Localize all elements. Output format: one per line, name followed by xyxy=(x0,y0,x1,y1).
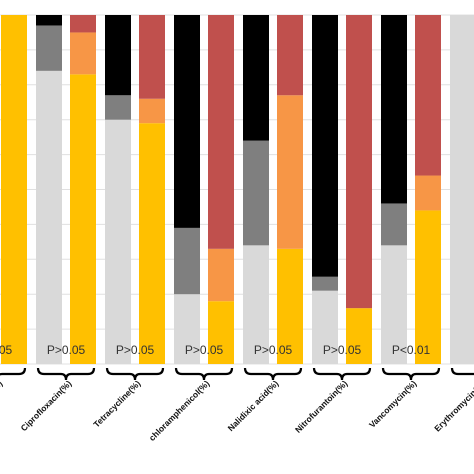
bar-segment xyxy=(346,308,372,364)
bar-segment xyxy=(36,25,62,71)
group-brace xyxy=(174,367,234,381)
p-value-label: >0.05 xyxy=(0,343,13,357)
group-brace xyxy=(450,367,474,376)
bar-segment xyxy=(312,15,338,277)
category-label: chloramphenicol(%) xyxy=(147,378,212,443)
bar-segment xyxy=(277,248,303,364)
category-label: (%) xyxy=(0,378,5,395)
bar-marks xyxy=(1,15,474,364)
bar-segment xyxy=(243,15,269,141)
bar-segment xyxy=(277,15,303,96)
bar-segment xyxy=(174,15,200,228)
bar-segment xyxy=(139,123,165,364)
category-labels: (%) Ciprofloxacin(%) Tetracycline(%) chlora… xyxy=(0,378,474,443)
bar-segment xyxy=(105,119,131,364)
category-label: Tetracycline(%) xyxy=(91,378,142,429)
bar-segment xyxy=(208,301,234,364)
p-value-label: P>0.05 xyxy=(254,343,293,357)
category-label: Vancomycin(%) xyxy=(367,378,419,430)
bar-segment xyxy=(70,32,96,75)
p-value-label: P>0.05 xyxy=(116,343,155,357)
p-value-label: P>0.05 xyxy=(185,343,224,357)
bar-segment xyxy=(450,15,474,364)
bar-segment xyxy=(243,140,269,246)
bar-segment xyxy=(70,74,96,364)
group-brace xyxy=(243,367,303,381)
p-value-label: P>0.05 xyxy=(47,343,86,357)
bar-segment xyxy=(174,294,200,364)
bar-segment xyxy=(1,15,27,364)
category-label: Nitrofurantoin(%) xyxy=(293,378,350,435)
group-brace xyxy=(0,367,27,376)
group-brace xyxy=(36,367,96,381)
bar-segment xyxy=(208,15,234,249)
p-value-label: P<0.01 xyxy=(392,343,431,357)
bar-segment xyxy=(312,276,338,291)
category-label: Ciprofloxacin(%) xyxy=(19,378,74,433)
bar-segment xyxy=(36,70,62,364)
bar-segment xyxy=(415,15,441,176)
group-brace xyxy=(105,367,165,381)
group-braces xyxy=(0,367,474,381)
group-brace xyxy=(381,367,441,381)
category-label: Erythromycin(%) xyxy=(432,378,474,433)
bar-segment xyxy=(277,95,303,249)
bar-segment xyxy=(346,15,372,309)
bar-segment xyxy=(36,15,62,26)
bar-segment xyxy=(415,175,441,211)
bar-segment xyxy=(105,15,131,96)
bar-segment xyxy=(381,245,407,364)
bar-segment xyxy=(139,15,165,99)
bar-segment xyxy=(139,98,165,124)
bar-segment xyxy=(415,210,441,364)
p-value-label: P>0.05 xyxy=(323,343,362,357)
bar-segment xyxy=(381,203,407,246)
bar-segment xyxy=(105,95,131,120)
bar-segment xyxy=(208,248,234,302)
bar-segment xyxy=(381,15,407,204)
bar-segment xyxy=(70,15,96,33)
bar-segment xyxy=(312,290,338,364)
bar-segment xyxy=(243,245,269,364)
p-value-labels: >0.05 P>0.05 P>0.05 P>0.05 P>0.05 P>0.05 P<0.0… xyxy=(0,343,431,357)
group-brace xyxy=(312,367,372,381)
bar-segment xyxy=(174,227,200,295)
category-label: Nalidixic acid(%) xyxy=(226,378,281,433)
